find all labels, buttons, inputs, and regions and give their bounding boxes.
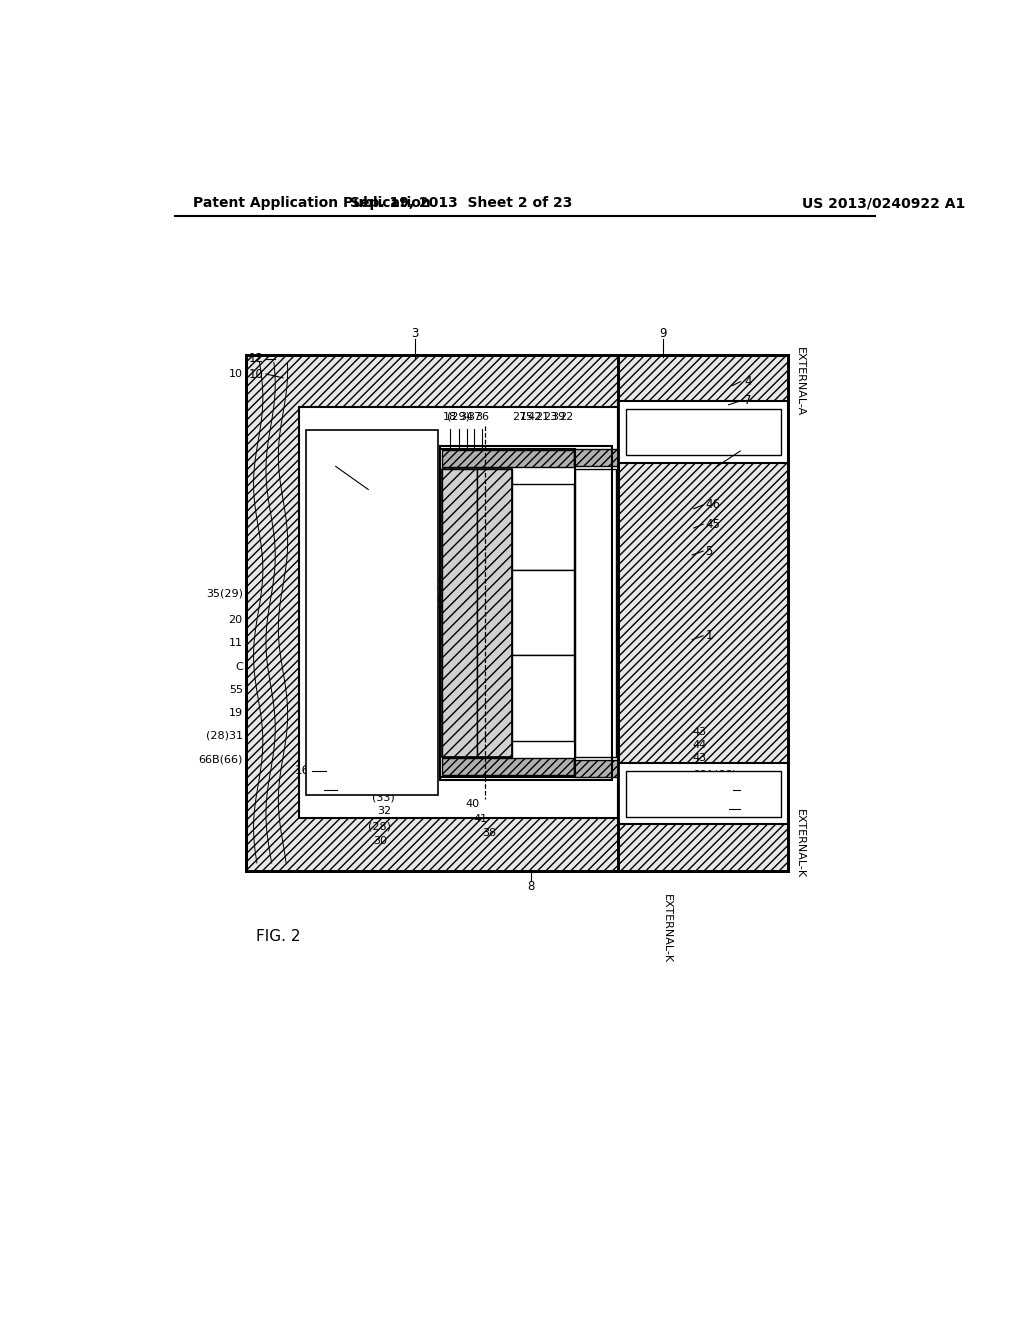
Text: 37: 37	[467, 412, 481, 422]
Text: 24: 24	[583, 521, 597, 532]
Text: 9: 9	[659, 327, 667, 341]
Text: 23: 23	[544, 412, 557, 422]
Bar	[573, 760, 617, 776]
Text: (28)31: (28)31	[206, 731, 243, 741]
Bar	[246, 355, 788, 871]
Text: 7: 7	[744, 395, 752, 408]
Text: 40: 40	[466, 799, 480, 809]
Text: US 2013/0240922 A1: US 2013/0240922 A1	[802, 197, 966, 210]
Text: (28): (28)	[369, 822, 391, 832]
Text: 35(29): 35(29)	[206, 589, 243, 598]
Text: 55: 55	[228, 685, 243, 694]
Text: Patent Application Publication: Patent Application Publication	[194, 197, 431, 210]
Text: LED-K: LED-K	[444, 573, 455, 606]
Text: 26: 26	[583, 693, 597, 702]
Bar	[299, 407, 617, 818]
Text: EXTERNAL-K: EXTERNAL-K	[795, 809, 805, 878]
Text: 18: 18	[442, 412, 457, 422]
Text: 32: 32	[377, 807, 391, 816]
Bar	[306, 430, 438, 795]
Bar	[617, 401, 788, 462]
Text: C: C	[234, 661, 243, 672]
Text: 25: 25	[583, 607, 597, 616]
Text: 10: 10	[249, 367, 263, 380]
Text: 17: 17	[307, 783, 322, 796]
Text: 5: 5	[706, 545, 713, 557]
Text: p: p	[591, 612, 598, 623]
Text: 46: 46	[706, 499, 720, 511]
Text: 30: 30	[373, 836, 387, 846]
Text: EXTERNAL-A: EXTERNAL-A	[795, 347, 805, 416]
Text: 1: 1	[706, 630, 713, 643]
Bar	[626, 771, 780, 817]
Text: 66A(66): 66A(66)	[692, 770, 736, 779]
Text: 8: 8	[527, 879, 535, 892]
Bar	[617, 355, 788, 871]
Text: LED: LED	[454, 578, 464, 601]
Text: 43: 43	[692, 754, 707, 763]
Text: 12: 12	[249, 352, 263, 366]
Text: Sep. 19, 2013  Sheet 2 of 23: Sep. 19, 2013 Sheet 2 of 23	[350, 197, 572, 210]
Text: 6: 6	[744, 803, 752, 816]
Bar	[439, 446, 611, 780]
Text: 21: 21	[536, 412, 550, 422]
Text: 10: 10	[228, 370, 243, 379]
Text: 41: 41	[473, 814, 487, 824]
Text: 19: 19	[228, 708, 243, 718]
Text: 2: 2	[744, 445, 752, 458]
Text: Di-A: Di-A	[428, 647, 437, 671]
Text: p⁺: p⁺	[536, 690, 550, 704]
Text: 4: 4	[744, 783, 752, 796]
Text: 36: 36	[475, 412, 489, 422]
Bar	[626, 409, 780, 455]
Bar	[617, 763, 788, 825]
Bar	[573, 449, 617, 466]
Text: 34: 34	[460, 412, 474, 422]
Text: 15: 15	[520, 412, 535, 422]
Text: 42: 42	[527, 412, 542, 422]
Bar	[442, 450, 573, 467]
Text: (29): (29)	[447, 412, 470, 422]
Text: 3: 3	[411, 327, 419, 341]
Bar	[512, 484, 573, 570]
Bar	[512, 655, 573, 741]
Text: 20: 20	[228, 615, 243, 626]
Text: SAPPHIRE
SUBSTRATE: SAPPHIRE SUBSTRATE	[361, 557, 383, 622]
Text: 16: 16	[295, 764, 310, 777]
Text: LED-A: LED-A	[435, 573, 445, 606]
Bar	[440, 449, 575, 776]
Text: 14: 14	[322, 455, 337, 469]
Text: 45: 45	[706, 517, 720, 531]
Bar	[575, 469, 616, 756]
Bar	[477, 469, 512, 756]
Text: n⁺: n⁺	[536, 520, 550, 533]
Text: 22: 22	[559, 412, 573, 422]
Text: 27: 27	[512, 412, 526, 422]
Text: 4: 4	[744, 375, 752, 388]
Bar	[442, 469, 512, 756]
Text: EXTERNAL-K: EXTERNAL-K	[662, 894, 672, 964]
Bar	[246, 355, 788, 871]
Text: FIG. 2: FIG. 2	[256, 928, 300, 944]
Bar	[442, 758, 573, 775]
Bar	[512, 570, 573, 655]
Text: 66B(66): 66B(66)	[199, 754, 243, 764]
Text: p: p	[539, 606, 547, 619]
Text: 11: 11	[228, 639, 243, 648]
Text: 43: 43	[692, 727, 707, 737]
Text: 39: 39	[551, 412, 565, 422]
Text: 38: 38	[482, 828, 497, 838]
Bar	[442, 469, 477, 756]
Text: 44: 44	[692, 741, 707, 750]
Text: Di-K: Di-K	[428, 578, 437, 601]
Text: (33): (33)	[373, 792, 395, 803]
